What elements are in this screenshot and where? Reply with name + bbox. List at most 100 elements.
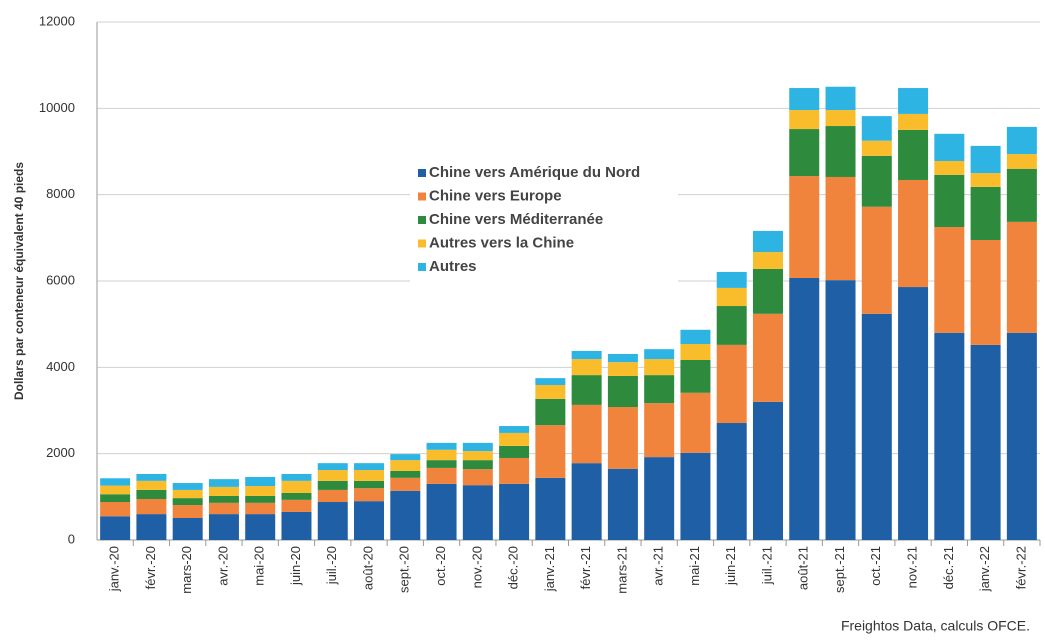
bar-segment [1006, 168, 1037, 222]
legend-swatch [418, 169, 426, 177]
x-tick-label: sept.-20 [397, 546, 412, 593]
x-tick-label: mars-20 [179, 546, 194, 594]
bar-segment [970, 239, 1001, 345]
bar-segment [245, 476, 276, 487]
bar-segment [390, 460, 421, 471]
bar-segment [462, 485, 493, 540]
bar-segment [571, 359, 602, 376]
bar-segment [136, 473, 167, 481]
bar-segment [825, 86, 856, 111]
bar-segment [426, 467, 457, 484]
bar-segment [752, 268, 783, 314]
legend-swatch [418, 263, 426, 271]
bar-segment [535, 477, 566, 540]
bar-segment [317, 470, 348, 481]
legend-swatch [418, 192, 426, 201]
bar-segment [716, 271, 747, 288]
bar-segment [208, 502, 239, 515]
bar-segment [789, 176, 820, 278]
x-tick-label: mai-21 [687, 546, 702, 586]
x-tick-label: juin-20 [288, 546, 303, 586]
bar-segment [644, 457, 675, 540]
bar-segment [172, 505, 203, 518]
bar-segment [716, 287, 747, 307]
x-tick-label: janv.-20 [107, 546, 122, 592]
bar-segment [970, 173, 1001, 187]
bar-segment [607, 468, 638, 540]
bar-segment [825, 176, 856, 281]
bar-segment [1006, 126, 1037, 155]
bar-segment [535, 378, 566, 386]
bar-segment [680, 359, 711, 393]
bar-segment [861, 313, 892, 540]
bar-segment [970, 186, 1001, 240]
bar-segment [390, 477, 421, 491]
y-axis-label: Dollars par conteneur équivalent 40 pied… [12, 162, 26, 400]
bar-segment [462, 442, 493, 452]
bar-segment [354, 463, 385, 471]
bar-segment [825, 126, 856, 177]
bar-segment [390, 470, 421, 478]
source: Freightos Data, calculs OFCE. [841, 618, 1030, 634]
bar-segment [644, 375, 675, 404]
bar-segment [245, 514, 276, 540]
y-tick-label: 12000 [39, 13, 75, 28]
x-tick-label: août-21 [796, 546, 811, 590]
bar-segment [245, 495, 276, 503]
bar-segment [100, 494, 131, 503]
bar-segment [680, 452, 711, 540]
bar-segment [354, 470, 385, 481]
bar-segment [934, 332, 965, 540]
bar-segment [825, 110, 856, 127]
bar-segment [571, 404, 602, 464]
legend-swatch [418, 216, 426, 224]
x-tick-label: févr.-20 [143, 546, 158, 589]
x-tick-label: août-20 [360, 546, 375, 590]
bar-segment [208, 486, 239, 496]
bar-segment [426, 483, 457, 540]
bar-segment [1006, 332, 1037, 540]
bar-segment [426, 449, 457, 461]
bar-segment [716, 306, 747, 345]
bar-segment [499, 483, 530, 540]
bar-segment [607, 362, 638, 376]
bar-segment [100, 516, 131, 540]
bar-segment [426, 460, 457, 468]
x-tick-label: juil.-21 [759, 546, 774, 585]
legend-box [410, 158, 678, 282]
x-tick-label: sept.-21 [832, 546, 847, 593]
y-tick-label: 0 [68, 531, 75, 546]
x-tick-label: janv.-21 [542, 546, 557, 592]
bar-segment [462, 451, 493, 461]
bar-segment [535, 385, 566, 399]
x-tick-label: mai-20 [252, 546, 267, 586]
bar-segment [571, 350, 602, 360]
bar-segment [208, 479, 239, 487]
bar-segment [934, 227, 965, 333]
legend-label: Autres [429, 258, 477, 275]
bar-segment [607, 375, 638, 408]
x-tick-label: mars-21 [614, 546, 629, 594]
x-tick-label: juin-21 [723, 546, 738, 586]
bar-segment [281, 492, 312, 500]
legend-label: Chine vers Méditerranée [429, 211, 603, 228]
x-tick-label: nov.-20 [469, 546, 484, 588]
bar-segment [245, 502, 276, 515]
y-tick-label: 2000 [46, 445, 75, 460]
bar-segment [607, 407, 638, 469]
bar-segment [934, 174, 965, 228]
bar-segment [970, 344, 1001, 540]
bar-segment [861, 116, 892, 141]
x-tick-label: juil.-20 [324, 546, 339, 585]
bar-segment [861, 140, 892, 156]
bar-segment [644, 403, 675, 458]
y-tick-label: 4000 [46, 359, 75, 374]
bar-segment [390, 454, 421, 461]
bar-segment [317, 463, 348, 471]
bar-segment [172, 483, 203, 490]
bar-segment [752, 313, 783, 402]
bar-segment [934, 160, 965, 175]
legend-label: Chine vers Amérique du Nord [429, 164, 640, 181]
bar-segment [499, 445, 530, 458]
